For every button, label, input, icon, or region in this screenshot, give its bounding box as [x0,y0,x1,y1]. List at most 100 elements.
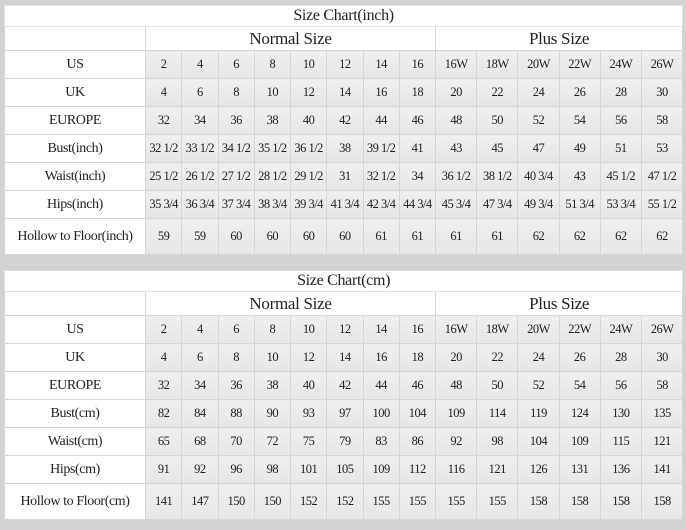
title-row: Size Chart(inch) [3,5,684,27]
size-cell: 40 [289,371,328,400]
size-cell: 8 [253,50,292,79]
size-cell: 88 [217,399,255,428]
size-cell: 22W [558,50,601,79]
table-row: US 2 4 6 8 10 12 14 16 16W 18W 20W 22W 24W 26W [4,50,684,79]
size-cell: 26 1/2 [181,162,219,191]
size-cell: 72 [253,427,292,456]
size-cell: 32 1/2 [362,162,400,191]
row-label: Hollow to Floor(cm) [4,483,146,520]
size-cell: 158 [558,483,601,520]
size-cell: 28 [599,343,642,372]
size-cell: 46 [398,106,437,135]
size-cell: 121 [476,455,519,484]
size-cell: 36 1/2 [289,134,328,163]
size-cell: 50 [476,371,519,400]
size-cell: 38 1/2 [476,162,519,191]
size-cell: 22W [558,315,601,344]
size-cell: 152 [289,483,328,520]
size-cell: 44 [362,371,400,400]
size-cell: 10 [289,315,328,344]
table-row: UK 4 6 8 10 12 14 16 18 20 22 24 26 28 30 [4,343,684,372]
size-cell: 58 [640,371,684,400]
size-cell: 41 [398,134,437,163]
size-cell: 39 3/4 [289,190,328,219]
size-cell: 20 [434,78,478,107]
chart-title: Size Chart(cm) [3,270,684,292]
size-cell: 43 [558,162,601,191]
size-cell: 150 [217,483,255,520]
size-cell: 68 [181,427,219,456]
row-label: Bust(inch) [4,134,146,163]
size-cell: 12 [289,78,328,107]
group-row: Normal Size Plus Size [4,26,684,51]
size-cell: 45 [476,134,519,163]
size-cell: 16 [362,78,400,107]
size-cell: 32 1/2 [144,134,183,163]
size-cell: 38 [253,106,292,135]
plus-size-header: Plus Size [434,26,684,51]
size-cell: 51 [599,134,642,163]
size-cell: 16 [362,343,400,372]
row-label: Hips(inch) [4,190,146,219]
row-label: US [4,315,146,344]
size-cell: 45 1/2 [599,162,642,191]
size-cell: 97 [326,399,364,428]
size-cell: 158 [640,483,684,520]
table-row: Hips(cm) 91 92 96 98 101 105 109 112 116 121 126 131… [4,455,684,484]
size-cell: 60 [253,218,292,255]
size-cell: 62 [599,218,642,255]
size-cell: 61 [434,218,478,255]
size-cell: 75 [289,427,328,456]
size-cell: 44 [362,106,400,135]
size-cell: 155 [362,483,400,520]
size-cell: 52 [517,371,560,400]
size-cell: 141 [640,455,684,484]
size-cell: 112 [398,455,437,484]
size-cell: 8 [253,315,292,344]
title-row: Size Chart(cm) [3,270,684,292]
size-cell: 62 [558,218,601,255]
size-cell: 53 3/4 [599,190,642,219]
size-cell: 24W [599,50,642,79]
size-cell: 30 [640,343,684,372]
size-cell: 121 [640,427,684,456]
size-cell: 36 [217,371,255,400]
size-cell: 152 [326,483,364,520]
size-cell: 26W [640,50,684,79]
size-cell: 61 [476,218,519,255]
size-cell: 104 [398,399,437,428]
size-cell: 18 [398,78,437,107]
size-cell: 42 [326,106,364,135]
size-cell: 16W [434,50,478,79]
size-cell: 12 [326,50,364,79]
size-cell: 10 [289,50,328,79]
size-cell: 135 [640,399,684,428]
size-cell: 18W [476,50,519,79]
size-cell: 4 [181,50,219,79]
table-row: Hips(inch) 35 3/4 36 3/4 37 3/4 38 3/4 39 3/4… [4,190,684,219]
size-cell: 20 [434,343,478,372]
size-cell: 38 [326,134,364,163]
plus-size-header: Plus Size [434,291,684,316]
size-cell: 47 [517,134,560,163]
size-cell: 141 [144,483,183,520]
table-row: Bust(cm) 82 84 88 90 93 97 100 104 109 114 119 124 13… [4,399,684,428]
normal-size-header: Normal Size [145,291,436,316]
size-cell: 14 [326,343,364,372]
size-cell: 155 [476,483,519,520]
size-cell: 93 [289,399,328,428]
size-cell: 22 [476,343,519,372]
row-label: Waist(cm) [4,427,146,456]
size-cell: 24 [517,78,560,107]
size-cell: 60 [326,218,364,255]
size-cell: 38 [253,371,292,400]
size-cell: 4 [144,343,183,372]
size-cell: 47 3/4 [476,190,519,219]
size-cell: 62 [640,218,684,255]
size-cell: 20W [517,315,560,344]
size-cell: 52 [517,106,560,135]
size-cell: 84 [181,399,219,428]
size-cell: 90 [253,399,292,428]
size-cell: 14 [326,78,364,107]
size-cell: 33 1/2 [181,134,219,163]
